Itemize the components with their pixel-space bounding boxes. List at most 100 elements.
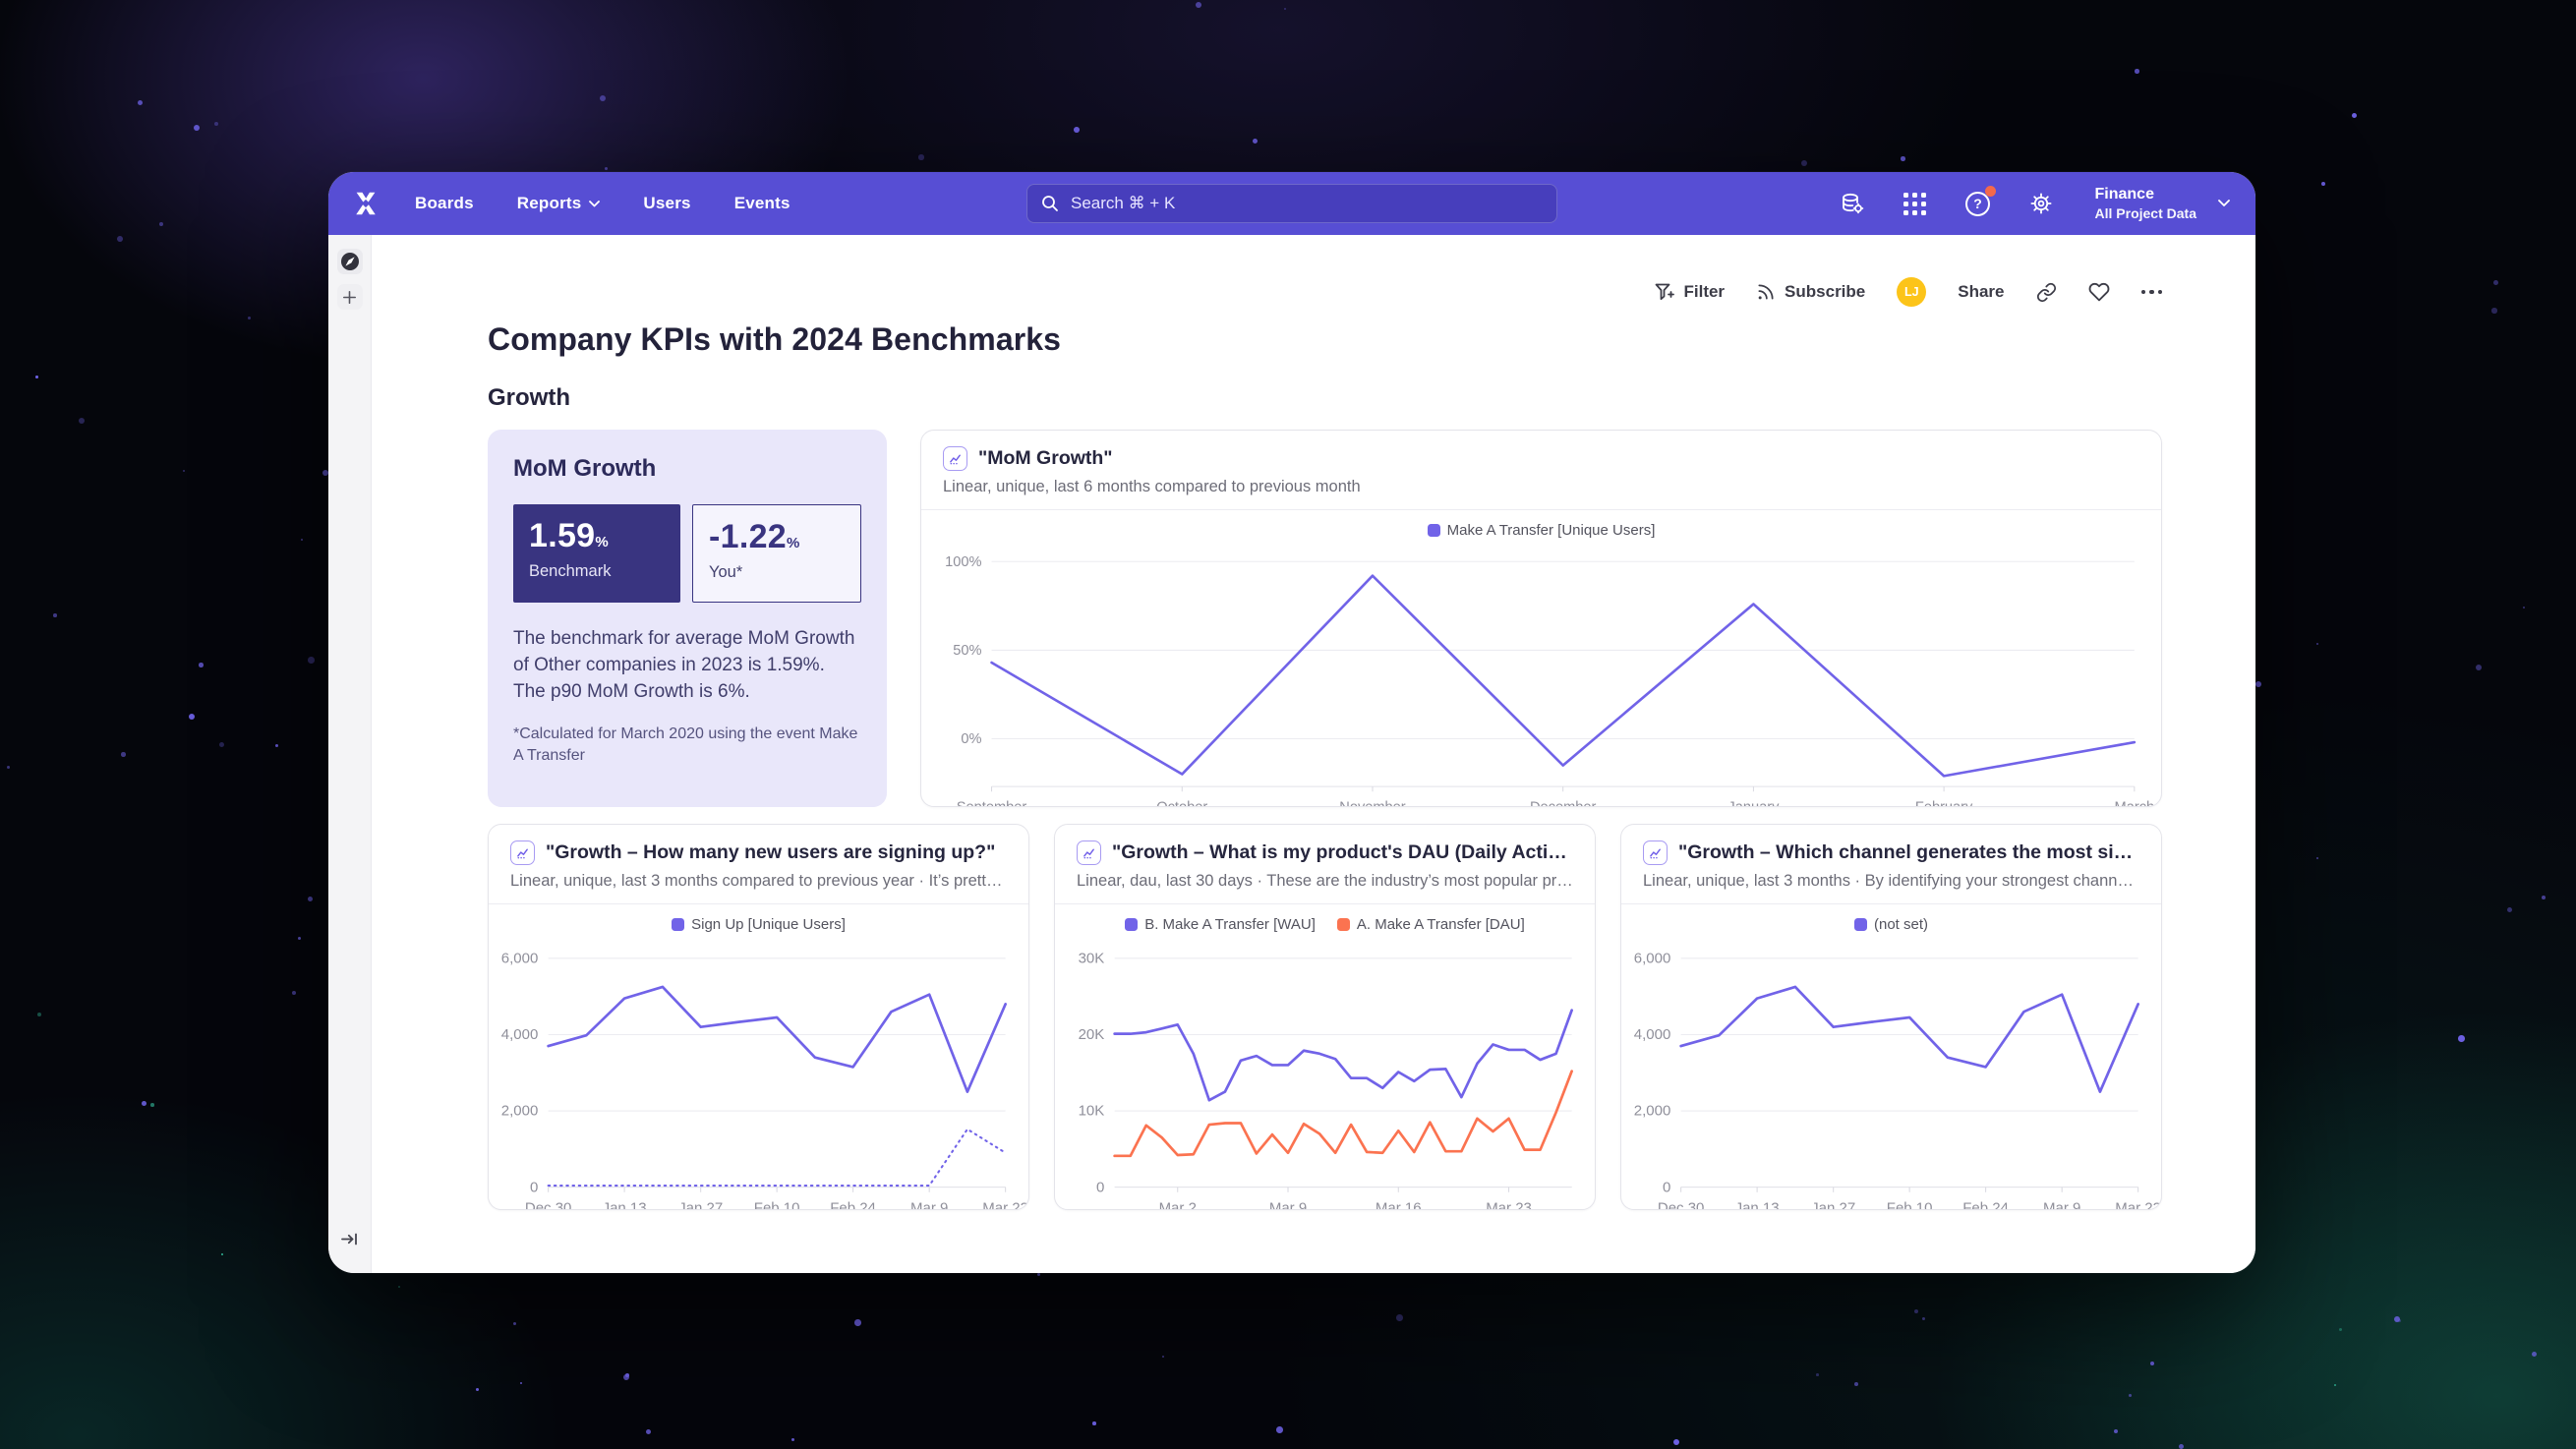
chart-title[interactable]: "Growth – What is my product's DAU (Dail… <box>1112 841 1573 863</box>
svg-text:20K: 20K <box>1079 1026 1105 1043</box>
svg-text:Dec 30: Dec 30 <box>1658 1200 1705 1210</box>
subscribe-button[interactable]: Subscribe <box>1756 282 1865 302</box>
svg-text:Mar 23: Mar 23 <box>2115 1200 2161 1210</box>
benchmark-unit: % <box>595 534 610 551</box>
filter-label: Filter <box>1683 282 1726 301</box>
chart-legend: B. Make A Transfer [WAU] A. Make A Transf… <box>1055 916 1595 933</box>
legend-item[interactable]: B. Make A Transfer [WAU] <box>1125 916 1316 933</box>
chart-subtitle: Linear, unique, last 3 months · By ident… <box>1643 872 2139 890</box>
nav-item-boards[interactable]: Boards <box>415 194 474 213</box>
legend-item[interactable]: (not set) <box>1853 916 1928 933</box>
channels-line-chart[interactable]: 0 2,000 4,000 6,000 Dec 30 Jan 13 Jan 27 Feb 10… <box>1634 941 2161 1210</box>
filter-funnel-icon <box>1656 283 1675 300</box>
svg-text:Mar 23: Mar 23 <box>1486 1200 1532 1210</box>
notification-dot <box>1984 186 1996 197</box>
dau-line-chart[interactable]: 0 10K 20K 30K Mar 2 Mar 9 Mar 16 Mar 23 <box>1068 941 1582 1210</box>
you-unit: % <box>787 535 800 551</box>
svg-text:Jan 27: Jan 27 <box>678 1200 723 1210</box>
share-button[interactable]: Share <box>1958 282 2004 302</box>
page-title: Company KPIs with 2024 Benchmarks <box>488 321 1062 357</box>
nav-item-events[interactable]: Events <box>734 194 790 213</box>
mom-growth-line-chart[interactable]: 0% 50% 100% September October November Decembe… <box>934 547 2154 807</box>
svg-text:Mar 9: Mar 9 <box>1269 1200 1307 1210</box>
you-value: -1.22 <box>709 518 787 555</box>
svg-text:4,000: 4,000 <box>1634 1026 1671 1043</box>
board-compass-button[interactable] <box>336 249 363 274</box>
benchmark-value: 1.59 <box>529 517 596 554</box>
legend-item[interactable]: A. Make A Transfer [DAU] <box>1336 916 1525 933</box>
chart-card-mom-growth: "MoM Growth" Linear, unique, last 6 mont… <box>920 430 2162 807</box>
svg-text:February: February <box>1915 799 1973 807</box>
benchmark-card-title: MoM Growth <box>513 455 657 482</box>
svg-text:2,000: 2,000 <box>1634 1103 1671 1120</box>
chart-subtitle: Linear, unique, last 3 months compared t… <box>510 872 1007 890</box>
svg-text:Jan 13: Jan 13 <box>603 1200 647 1210</box>
subscribe-label: Subscribe <box>1785 282 1866 301</box>
chart-title[interactable]: "Growth – How many new users are signing… <box>546 841 996 863</box>
chart-title[interactable]: "Growth – Which channel generates the mo… <box>1678 841 2139 863</box>
svg-text:October: October <box>1156 799 1207 807</box>
signups-line-chart[interactable]: 0 2,000 4,000 6,000 Dec 30 Jan 13 Jan 27 Feb 10… <box>501 941 1028 1210</box>
svg-text:November: November <box>1339 799 1406 807</box>
nav-item-users-label: Users <box>643 194 691 212</box>
line-chart-icon <box>1643 840 1668 865</box>
chevron-down-icon <box>589 200 601 206</box>
you-value-box: -1.22% You* <box>692 504 861 603</box>
favorite-button[interactable] <box>2088 282 2110 302</box>
svg-text:0: 0 <box>1663 1179 1670 1195</box>
expand-sidebar-button[interactable] <box>337 1226 363 1251</box>
legend-item[interactable]: Make A Transfer [Unique Users] <box>1427 522 1655 539</box>
search-placeholder: Search ⌘ + K <box>1071 194 1176 212</box>
nav-item-reports[interactable]: Reports <box>517 194 601 213</box>
svg-text:6,000: 6,000 <box>1634 950 1671 966</box>
svg-text:September: September <box>957 799 1027 807</box>
legend-swatch <box>1853 918 1867 931</box>
svg-text:Mar 2: Mar 2 <box>1159 1200 1197 1210</box>
svg-text:Dec 30: Dec 30 <box>525 1200 572 1210</box>
apps-grid-icon[interactable] <box>1901 189 1930 218</box>
section-title: Growth <box>488 384 570 411</box>
search-icon <box>1042 196 1058 211</box>
benchmark-footnote: *Calculated for March 2020 using the eve… <box>513 724 858 765</box>
chart-card-signups: "Growth – How many new users are signing… <box>488 824 1029 1210</box>
board-content: Filter Subscribe LJ Share <box>372 235 2255 1273</box>
chart-subtitle: Linear, unique, last 6 months compared t… <box>943 478 1361 495</box>
legend-swatch <box>1125 918 1139 931</box>
copy-link-button[interactable] <box>2036 282 2057 303</box>
settings-gear-icon[interactable] <box>2026 189 2056 218</box>
compass-icon <box>340 253 359 270</box>
nav-item-reports-label: Reports <box>516 194 582 212</box>
svg-text:Mar 9: Mar 9 <box>910 1200 948 1210</box>
left-sidebar <box>328 235 372 1273</box>
svg-text:30K: 30K <box>1079 950 1105 966</box>
user-avatar[interactable]: LJ <box>1897 277 1927 307</box>
svg-text:Jan 13: Jan 13 <box>1735 1200 1780 1210</box>
you-label: You* <box>709 563 743 581</box>
add-board-button[interactable] <box>336 284 363 310</box>
chart-legend: (not set) <box>1621 916 2161 933</box>
svg-text:2,000: 2,000 <box>501 1103 539 1120</box>
chart-title[interactable]: "MoM Growth" <box>978 447 1113 469</box>
svg-text:March: March <box>2115 799 2155 807</box>
nav-item-users[interactable]: Users <box>643 194 690 213</box>
help-icon[interactable]: ? <box>1963 186 1996 218</box>
legend-item[interactable]: Sign Up [Unique Users] <box>672 916 846 933</box>
project-scope: All Project Data <box>2094 205 2196 221</box>
project-switcher[interactable]: Finance All Project Data <box>2095 186 2230 221</box>
project-name: Finance <box>2094 186 2154 203</box>
more-options-button[interactable] <box>2140 289 2162 295</box>
filter-button[interactable]: Filter <box>1655 282 1725 302</box>
primary-nav: Boards Reports Users Events <box>415 194 790 213</box>
mixpanel-logo[interactable] <box>346 184 385 223</box>
svg-text:Feb 10: Feb 10 <box>1887 1200 1933 1210</box>
benchmark-card: MoM Growth 1.59% Benchmark -1.22% You* T… <box>488 430 887 807</box>
svg-text:4,000: 4,000 <box>501 1026 539 1043</box>
data-management-icon[interactable] <box>1838 189 1867 218</box>
link-icon <box>2036 282 2056 302</box>
rss-icon <box>1758 284 1774 300</box>
chart-card-channels: "Growth – Which channel generates the mo… <box>1620 824 2162 1210</box>
svg-text:50%: 50% <box>953 643 981 659</box>
mixpanel-logo-icon <box>356 192 376 215</box>
svg-text:Feb 10: Feb 10 <box>754 1200 800 1210</box>
search-input[interactable]: Search ⌘ + K <box>1026 184 1557 223</box>
